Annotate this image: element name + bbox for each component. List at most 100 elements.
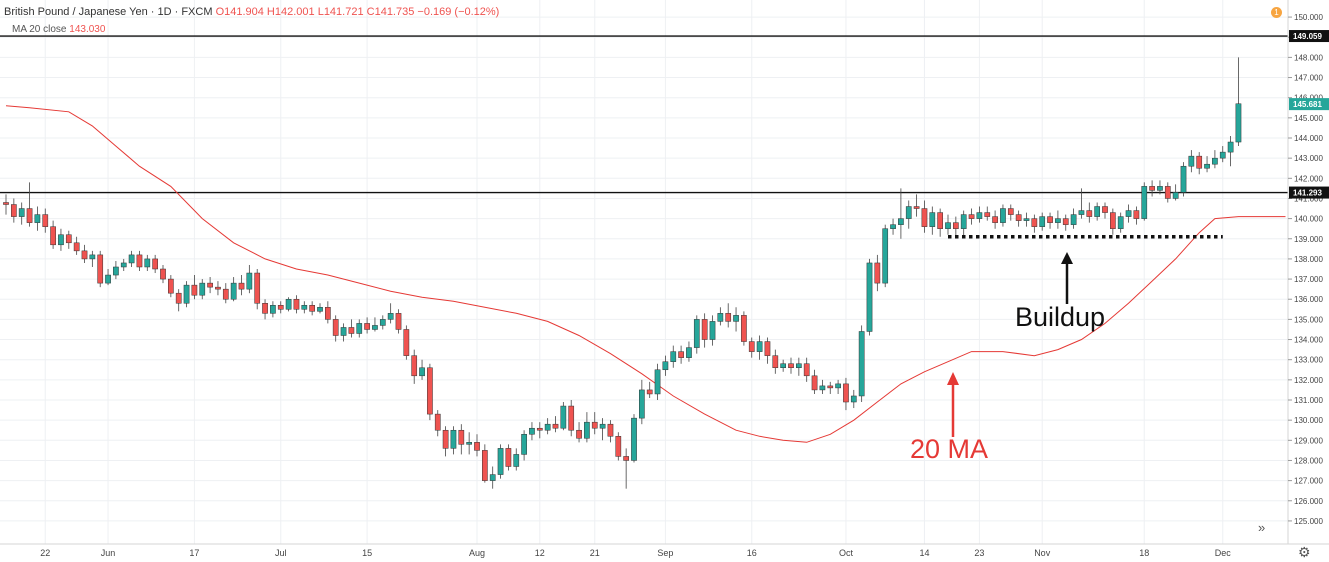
candle bbox=[827, 381, 834, 394]
candle-body bbox=[293, 298, 300, 310]
candle bbox=[1164, 182, 1171, 203]
candle-body bbox=[701, 319, 708, 340]
ohlc-values: O141.904 H142.001 L141.721 C141.735 −0.1… bbox=[215, 6, 500, 18]
candle-body bbox=[937, 212, 943, 229]
candle bbox=[1110, 208, 1116, 235]
candle bbox=[1086, 202, 1093, 223]
ma-legend-value: 143.030 bbox=[69, 24, 106, 35]
candle bbox=[1039, 212, 1046, 231]
horizontal-levels bbox=[0, 35, 1288, 194]
candle-body bbox=[301, 305, 308, 310]
candle-body bbox=[136, 254, 143, 268]
candle-body bbox=[113, 266, 119, 276]
candle-body bbox=[953, 222, 959, 229]
candle-body bbox=[238, 282, 245, 290]
candle bbox=[686, 341, 692, 362]
ma20-line bbox=[5, 105, 1286, 443]
candle bbox=[756, 335, 763, 360]
candle-body bbox=[466, 442, 472, 445]
candle bbox=[670, 345, 677, 368]
ma-legend[interactable]: MA 20 close 143.030 bbox=[12, 24, 105, 35]
candle-body bbox=[850, 395, 857, 403]
candle bbox=[607, 420, 614, 443]
x-tick-label: 17 bbox=[189, 548, 199, 558]
candle-body bbox=[73, 242, 80, 252]
x-tick-label: 21 bbox=[590, 548, 600, 558]
candle-body bbox=[654, 369, 661, 395]
candle-body bbox=[717, 313, 724, 322]
alert-badge-icon[interactable]: 1 bbox=[1271, 7, 1282, 18]
candle-body bbox=[58, 234, 64, 246]
candle bbox=[277, 301, 284, 314]
candle-body bbox=[536, 427, 543, 431]
candle bbox=[73, 236, 80, 255]
candle-body bbox=[1188, 155, 1195, 167]
candle bbox=[1188, 150, 1195, 173]
x-tick-label: Dec bbox=[1215, 548, 1232, 558]
candle-body bbox=[882, 228, 889, 284]
double-chevron-right-icon[interactable]: » bbox=[1258, 520, 1266, 535]
candle-body bbox=[898, 218, 904, 225]
candle bbox=[1047, 212, 1053, 229]
candle-body bbox=[599, 423, 606, 429]
candle bbox=[11, 198, 17, 223]
candle bbox=[474, 434, 480, 457]
annotation-arrows bbox=[947, 252, 1073, 437]
gear-icon[interactable]: ⚙ bbox=[1298, 544, 1311, 560]
y-tick-label: 141.000 bbox=[1294, 194, 1323, 203]
candle bbox=[725, 303, 732, 328]
y-tick-label: 147.000 bbox=[1294, 74, 1323, 83]
candle-body bbox=[874, 262, 881, 284]
candle bbox=[270, 301, 276, 318]
candle bbox=[898, 188, 904, 239]
candle-body bbox=[623, 456, 629, 461]
y-tick-label: 143.000 bbox=[1294, 154, 1323, 163]
candle bbox=[560, 402, 567, 431]
last-price-label: 145.681 bbox=[1293, 100, 1322, 109]
candle-body bbox=[725, 313, 732, 322]
candle bbox=[395, 309, 402, 334]
candle-body bbox=[568, 405, 575, 431]
candle-body bbox=[458, 429, 465, 445]
candle-body bbox=[913, 206, 920, 209]
candle-body bbox=[191, 284, 198, 296]
candle-body bbox=[50, 226, 56, 246]
candle bbox=[882, 224, 889, 288]
candle bbox=[113, 260, 119, 280]
candle bbox=[285, 297, 292, 312]
time-axis[interactable]: 22 Jun 17 Jul 15 Aug 12 21 Sep 16 Oct 14 23 Nov 18 Dec bbox=[0, 543, 1329, 558]
candle-body bbox=[317, 307, 323, 312]
candle bbox=[701, 313, 708, 348]
candle-body bbox=[277, 305, 284, 310]
last-price-tag bbox=[1289, 98, 1329, 111]
candle bbox=[489, 466, 496, 489]
candle bbox=[293, 295, 300, 314]
candle bbox=[1117, 212, 1124, 233]
candle bbox=[482, 444, 488, 483]
candle bbox=[191, 275, 198, 300]
candle bbox=[18, 202, 25, 225]
candle bbox=[654, 363, 661, 400]
candle bbox=[976, 206, 983, 223]
candle bbox=[584, 412, 590, 443]
candle bbox=[238, 275, 245, 296]
x-tick-label: Aug bbox=[469, 548, 485, 558]
candle bbox=[379, 315, 386, 330]
candle-body bbox=[1015, 214, 1022, 221]
candle bbox=[317, 303, 323, 314]
candle bbox=[411, 349, 418, 384]
candle-body bbox=[921, 208, 928, 227]
candle-body bbox=[646, 389, 653, 395]
candle-body bbox=[1227, 141, 1234, 153]
candle bbox=[1212, 150, 1218, 169]
candle-body bbox=[960, 214, 967, 229]
candle bbox=[921, 200, 928, 233]
candle bbox=[34, 206, 41, 231]
candle-body bbox=[764, 341, 771, 356]
candle-body bbox=[1023, 218, 1030, 221]
candle-body bbox=[544, 423, 551, 431]
candle bbox=[128, 250, 135, 267]
candle bbox=[356, 319, 363, 338]
price-axis[interactable]: 125.000 126.000 127.000 128.000 129.000 130.0… bbox=[1287, 0, 1329, 562]
